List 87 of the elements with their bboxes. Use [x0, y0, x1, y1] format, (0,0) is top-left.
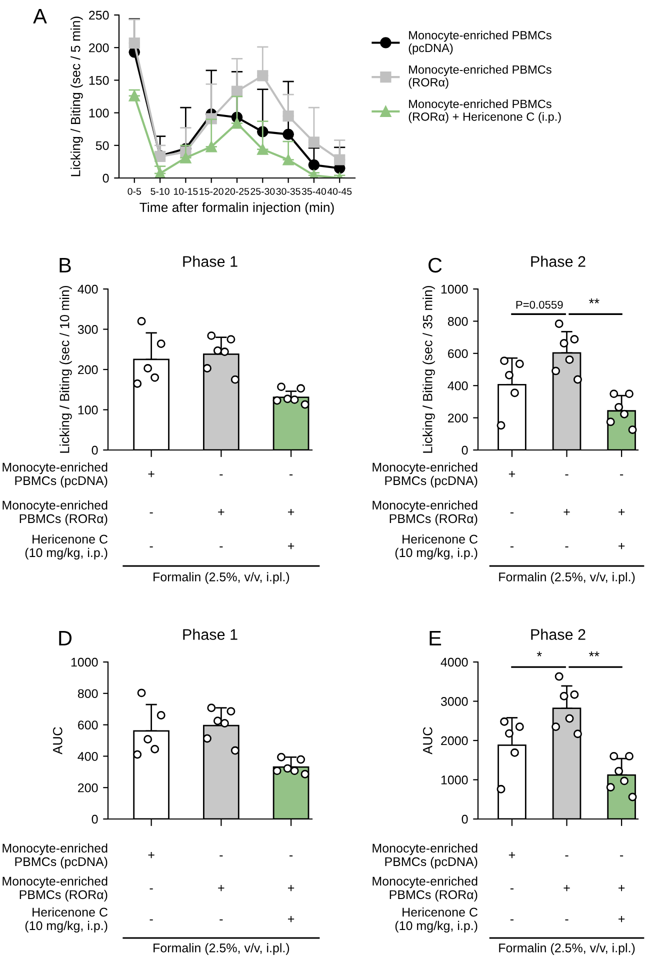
text: Monocyte-enriched PBMCs (RORα) [372, 500, 478, 526]
y-tick-label: 200 [89, 43, 109, 52]
text: C [428, 258, 442, 273]
category-label: + - - [508, 852, 516, 920]
category-label: + - - [148, 852, 154, 920]
category-label: - + - [218, 474, 224, 548]
category-label: - + + [288, 855, 294, 922]
chart-title: Phase 2 [531, 256, 586, 267]
y-tick-label: 100 [89, 108, 109, 118]
text: Monocyte-enriched PBMCs (pcDNA) [2, 462, 108, 488]
text: Hericenone C (10 mg/kg, i.p.) [25, 534, 108, 560]
x-tick-label: 15-20 [200, 188, 224, 195]
y-tick-label: 50 [96, 141, 109, 150]
category-label: + - - [148, 471, 154, 548]
y-tick-label: 1000 [71, 658, 98, 667]
text: Hericenone C (10 mg/kg, i.p.) [395, 534, 478, 560]
x-tick-label: 20-25 [225, 188, 250, 195]
y-tick-label: 200 [78, 783, 98, 792]
y-tick-label: 3000 [440, 697, 468, 706]
legend-label: Monocyte-enriched PBMCs (RORα) + Hericenone C (i.p.) [408, 99, 561, 124]
y-tick-label: 0 [92, 446, 98, 455]
annotation: ** [588, 298, 600, 304]
y-tick-label: 600 [448, 349, 468, 358]
text: Formalin (2.5%, v/v, i.pl.) [499, 572, 635, 584]
y-tick-label: 100 [78, 406, 98, 414]
text: Monocyte-enriched PBMCs (RORα) [372, 876, 478, 902]
y-axis-title: Licking / Biting (sec / 10 min) [60, 286, 72, 453]
y-tick-label: 800 [78, 689, 98, 698]
y-tick-label: 2000 [441, 736, 468, 746]
y-tick-label: 200 [78, 365, 98, 374]
y-tick-label: 800 [448, 317, 468, 326]
y-tick-label: 200 [448, 414, 468, 422]
x-tick-label: 40-45 [327, 188, 352, 195]
text: Monocyte-enriched PBMCs (pcDNA) [372, 462, 478, 488]
y-tick-label: 400 [78, 284, 98, 294]
y-tick-label: 400 [448, 381, 468, 390]
text: Hericenone C (10 mg/kg, i.p.) [25, 907, 108, 933]
text: E [430, 631, 442, 646]
y-tick-label: 600 [78, 720, 98, 730]
text: Formalin (2.5%, v/v, i.pl.) [499, 943, 635, 955]
y-tick-label: 150 [89, 76, 109, 85]
category-label: - + + [618, 474, 625, 550]
legend-label: Monocyte-enriched PBMCs (pcDNA) [408, 30, 552, 54]
y-tick-label: 0 [462, 814, 468, 824]
text: Monocyte-enriched PBMCs (pcDNA) [372, 843, 478, 869]
chart-title: Phase 1 [183, 256, 238, 267]
y-axis-title: Licking / Biting (sec / 5 min) [70, 16, 83, 176]
y-tick-label: 4000 [440, 658, 468, 667]
category-label: - + + [288, 474, 294, 550]
text: ** [588, 652, 600, 656]
y-axis-title: AUC [52, 727, 62, 754]
category-label: - + - [564, 474, 570, 548]
legend-label: Monocyte-enriched PBMCs (RORα) [408, 65, 552, 89]
category-label: + - - [508, 471, 516, 548]
x-axis-title: Time after formalin injection (min) [140, 202, 334, 215]
x-tick-label: 25-30 [250, 188, 275, 195]
text: B [60, 258, 71, 272]
y-axis-title: AUC [422, 727, 432, 754]
annotation: P=0.0559 [516, 300, 563, 309]
text: Monocyte-enriched PBMCs (RORα) [2, 500, 108, 526]
y-tick-label: 400 [78, 752, 98, 761]
x-tick-label: 0-5 [128, 188, 142, 195]
y-tick-label: 0 [462, 446, 468, 455]
text: Hericenone C (10 mg/kg, i.p.) [395, 907, 478, 933]
category-label: - + - [564, 855, 570, 920]
category-label: - + - [218, 855, 224, 920]
chart-title: Phase 2 [531, 628, 586, 640]
text: Monocyte-enriched PBMCs (pcDNA) [2, 843, 108, 869]
text: Formalin (2.5%, v/v, i.pl.) [154, 943, 290, 955]
chart-title: Phase 1 [183, 628, 238, 640]
y-tick-label: 0 [92, 814, 98, 824]
y-tick-label: 300 [78, 325, 98, 334]
category-label: - + + [618, 855, 625, 922]
y-tick-label: 250 [89, 10, 109, 20]
text: A [33, 9, 47, 24]
y-tick-label: 1000 [441, 284, 468, 294]
y-axis-title: Licking / Biting (sec / 35 min) [422, 286, 435, 453]
x-tick-label: 5-10 [150, 188, 170, 195]
y-tick-label: 1000 [441, 776, 468, 784]
text: Monocyte-enriched PBMCs (RORα) [2, 876, 108, 902]
x-tick-label: 10-15 [174, 188, 198, 195]
text: D [59, 631, 72, 646]
y-tick-label: 0 [102, 174, 109, 183]
x-tick-label: 30-35 [276, 188, 300, 195]
text: Formalin (2.5%, v/v, i.pl.) [154, 572, 290, 584]
x-tick-label: 35-40 [302, 188, 326, 195]
text: * [536, 652, 542, 656]
